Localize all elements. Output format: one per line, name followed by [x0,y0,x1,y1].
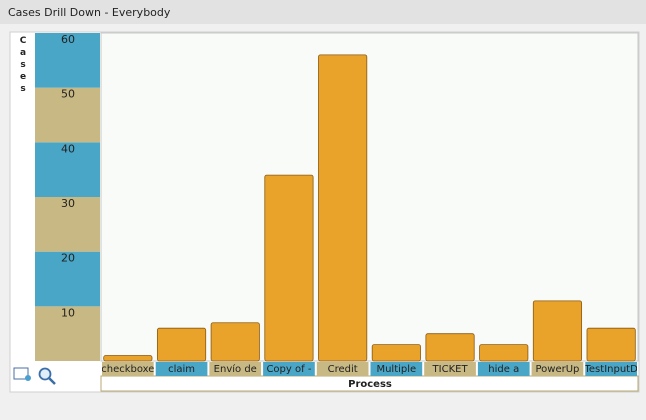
y-tick-label: 20 [61,252,75,265]
zoom-icon-handle [48,377,56,385]
y-tick-band [35,142,100,197]
bar [156,327,207,362]
window-title: Cases Drill Down - Everybody [8,6,171,19]
bar [479,344,529,362]
bar [264,174,314,362]
category-cell [531,362,584,376]
category-cell [155,362,208,376]
toolbar-icons[interactable] [13,367,56,385]
bar [318,54,368,362]
bar [103,355,153,362]
x-axis-title-box [100,375,639,392]
zoom-icon[interactable] [38,367,52,381]
y-tick-band [35,251,100,307]
x-tick-label: claim [168,364,195,375]
category-cell [370,362,423,376]
y-tick-label: 50 [61,88,75,101]
bar [210,322,260,362]
category-cell [209,362,262,376]
x-tick-label: Credit [328,364,358,375]
category-cell [585,362,637,376]
x-tick-label: Envío de [214,363,257,375]
export-icon[interactable] [13,367,29,380]
y-tick-label: 40 [61,142,75,155]
category-cell [477,362,530,376]
header-bar [0,0,646,24]
x-tick-label: checkboxe [101,364,154,375]
y-tick-label: 30 [61,197,75,210]
export-icon-badge [25,375,31,381]
x-tick-label: TICKET [432,364,469,375]
bar [371,344,421,362]
y-axis-title: Cases [18,36,28,96]
x-axis-title: Process [348,379,392,390]
y-tick-band [35,197,100,252]
y-tick-label: 60 [61,33,75,46]
x-tick-label: hide a [488,364,519,375]
y-tick-band [35,87,100,143]
category-cell [263,362,315,376]
y-tick-label: 10 [61,306,75,319]
x-tick-label: Copy of - [266,364,311,375]
y-tick-band [35,306,100,361]
x-tick-label: TestInputD [584,364,639,375]
x-tick-label: Multiple [376,364,416,375]
category-cell [102,362,154,376]
bar [532,300,583,362]
y-tick-band [35,33,100,88]
category-cell [316,362,369,376]
bar [425,333,475,362]
x-tick-label: PowerUp [535,364,579,375]
bar [586,327,636,362]
category-cell [424,362,476,376]
